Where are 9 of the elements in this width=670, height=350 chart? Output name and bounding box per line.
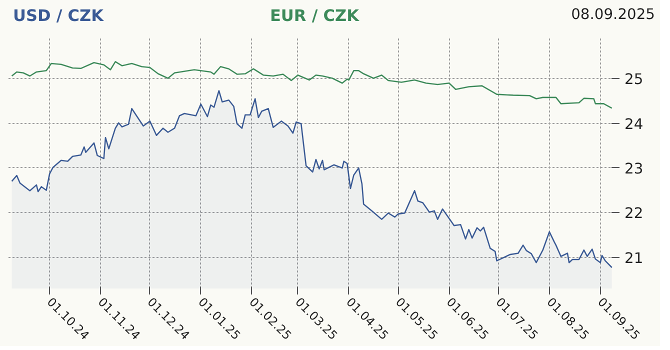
y-tick-label: 22 [624, 205, 644, 222]
y-tick-label: 24 [624, 116, 644, 133]
text: EUR / CZK [270, 5, 359, 27]
text: USD / CZK [13, 5, 104, 27]
y-tick-label: 25 [624, 71, 644, 88]
y-tick-label: 21 [624, 250, 644, 267]
chart-title: 08.09.2025 [571, 5, 655, 25]
y-tick-label: 23 [624, 160, 644, 178]
line-series [11, 61, 613, 109]
